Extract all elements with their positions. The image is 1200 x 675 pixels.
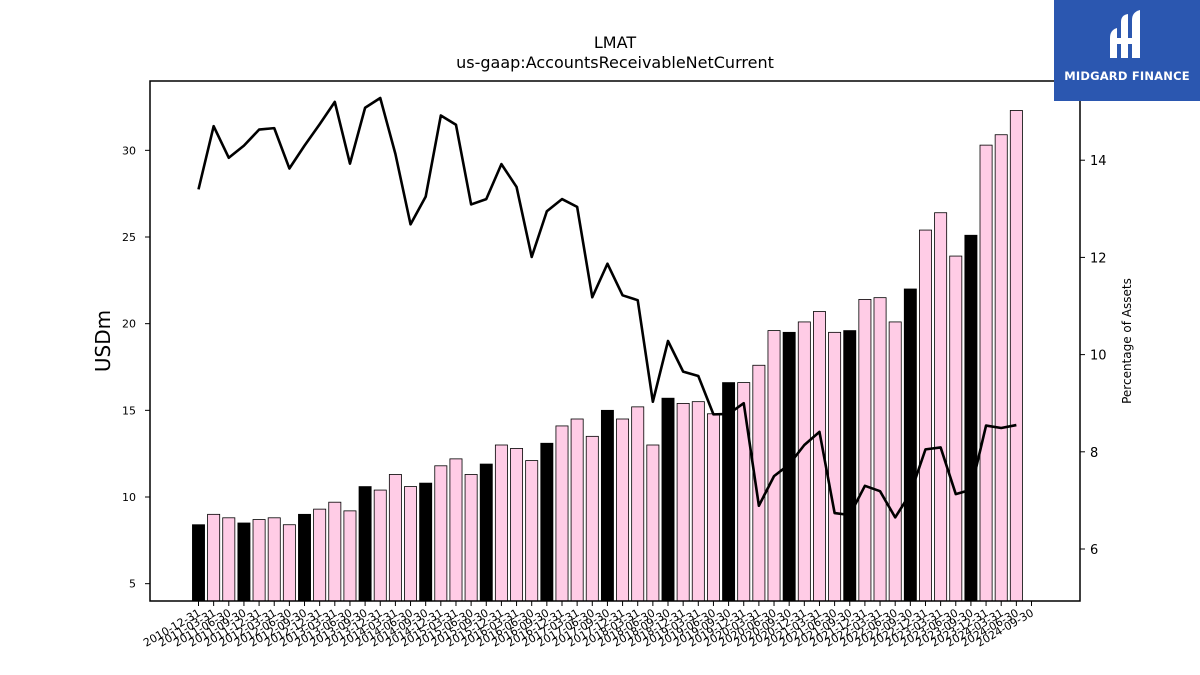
bar — [449, 458, 463, 602]
y-axis-label: USDm — [91, 310, 115, 372]
bar — [691, 401, 705, 602]
bar — [873, 297, 887, 602]
bar — [646, 444, 660, 602]
y-tick-label: 30 — [122, 144, 136, 157]
plot-frame — [149, 80, 1081, 602]
bar — [888, 321, 902, 602]
logo-mark-icon — [1110, 10, 1140, 58]
y2-tick-label: 14 — [1090, 154, 1107, 169]
bar — [434, 465, 448, 602]
logo-text: MIDGARD FINANCE — [1064, 69, 1190, 83]
bars-layer — [192, 110, 1023, 602]
bar — [737, 382, 751, 602]
bar — [192, 524, 205, 602]
bar — [585, 435, 599, 602]
bar — [237, 522, 251, 602]
bar — [964, 234, 978, 602]
y-tick-label: 10 — [122, 491, 136, 504]
bar — [843, 330, 857, 602]
bar — [358, 486, 372, 602]
bar — [388, 474, 402, 602]
bar — [267, 517, 281, 602]
bar — [979, 144, 993, 602]
y-tick-label: 20 — [122, 318, 136, 331]
bar — [570, 418, 584, 602]
bar — [1009, 110, 1023, 602]
bar — [934, 212, 948, 602]
y2-tick-label: 10 — [1090, 349, 1107, 364]
bar — [494, 444, 508, 602]
bar — [600, 409, 614, 602]
bar — [404, 486, 417, 602]
bar — [252, 519, 266, 602]
bar — [919, 229, 932, 602]
bar — [373, 489, 387, 602]
y2-tick-label: 6 — [1090, 543, 1098, 558]
bar — [903, 288, 917, 602]
bar — [540, 442, 554, 602]
y2-tick-label: 12 — [1090, 251, 1107, 266]
chart-subtitle: us-gaap:AccountsReceivableNetCurrent — [456, 53, 774, 72]
bar — [282, 524, 296, 602]
bar — [479, 463, 493, 602]
x-axis-ticks: 2010-12-312011-03-312011-06-302011-09-30… — [141, 601, 1036, 650]
bar — [419, 482, 433, 602]
bar — [464, 474, 478, 602]
bar — [722, 382, 736, 602]
y2-axis-label: Percentage of Assets — [1120, 278, 1134, 404]
bar — [328, 501, 342, 602]
bar — [949, 255, 963, 602]
bar — [676, 402, 690, 602]
bar — [207, 513, 221, 602]
y-tick-label: 25 — [122, 231, 136, 244]
bar — [313, 508, 327, 602]
bar — [555, 425, 569, 602]
right-axis-ticks: 6 8 10 12 14 — [1080, 154, 1107, 558]
bar — [510, 448, 524, 602]
y-tick-label: 5 — [129, 578, 136, 591]
bar — [858, 298, 872, 602]
percentage-line — [197, 96, 1017, 519]
bar — [994, 134, 1008, 602]
bar — [631, 406, 645, 602]
bar — [222, 517, 236, 602]
midgard-finance-logo: MIDGARD FINANCE — [1054, 0, 1200, 101]
bar — [797, 321, 811, 602]
chart-title: LMAT — [593, 33, 637, 52]
bar — [298, 513, 311, 602]
y-tick-label: 15 — [122, 404, 136, 417]
line-layer — [197, 96, 1017, 519]
left-axis-ticks: 5 10 15 20 25 30 — [122, 144, 150, 591]
bar — [706, 413, 720, 602]
bar — [828, 331, 842, 602]
bar — [661, 397, 675, 602]
y2-tick-label: 8 — [1090, 446, 1098, 461]
bar — [343, 510, 357, 602]
bar — [767, 330, 781, 602]
bar — [616, 418, 630, 602]
bar — [525, 460, 539, 602]
